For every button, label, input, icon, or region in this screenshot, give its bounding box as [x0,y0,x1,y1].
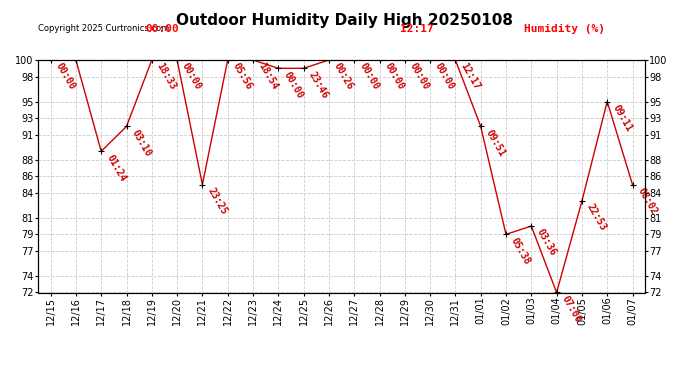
Text: 05:38: 05:38 [509,236,533,266]
Text: 07:00: 07:00 [560,294,583,324]
Text: 05:56: 05:56 [230,61,254,92]
Text: Humidity (%): Humidity (%) [524,24,605,34]
Text: 00:00: 00:00 [282,69,305,100]
Text: 08:02: 08:02 [635,186,659,216]
Text: Outdoor Humidity Daily High 20250108: Outdoor Humidity Daily High 20250108 [177,13,513,28]
Text: 09:11: 09:11 [610,103,633,133]
Text: Copyright 2025 Curtronics.com: Copyright 2025 Curtronics.com [38,24,169,33]
Text: 00:00: 00:00 [408,61,431,92]
Text: 12:17: 12:17 [458,61,482,92]
Text: 00:00: 00:00 [145,24,179,34]
Text: 00:00: 00:00 [180,61,204,92]
Text: 00:00: 00:00 [357,61,381,92]
Text: 09:51: 09:51 [484,128,507,158]
Text: 18:33: 18:33 [155,61,178,92]
Text: 01:24: 01:24 [104,153,128,183]
Text: 00:00: 00:00 [382,61,406,92]
Text: 18:54: 18:54 [256,61,279,92]
Text: 22:53: 22:53 [585,202,609,233]
Text: 00:00: 00:00 [54,61,77,92]
Text: 23:25: 23:25 [206,186,229,216]
Text: 00:00: 00:00 [433,61,457,92]
Text: 23:46: 23:46 [306,69,330,100]
Text: 00:26: 00:26 [332,61,355,92]
Text: 03:36: 03:36 [534,227,558,258]
Text: 03:10: 03:10 [130,128,153,158]
Text: 12:17: 12:17 [400,24,434,34]
